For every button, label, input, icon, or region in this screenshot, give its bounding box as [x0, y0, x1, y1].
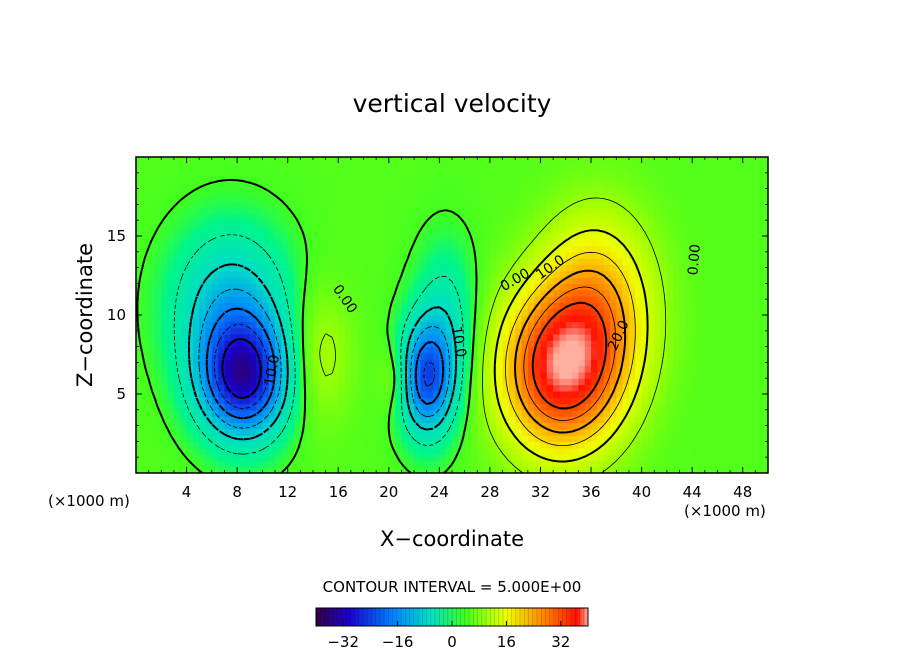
colorbar-tick-label: 16: [497, 633, 516, 651]
y-tick-label: 15: [107, 227, 126, 245]
colorbar-tick-label: −16: [382, 633, 414, 651]
chart-title: vertical velocity: [353, 89, 552, 118]
x-tick-label: 4: [182, 483, 192, 501]
contour-line-15: [505, 251, 636, 446]
contour-line-10: [493, 229, 649, 463]
contour-line-neg20: [205, 307, 445, 420]
x-tick-label: 12: [278, 483, 297, 501]
colorbar-tick-label: 0: [447, 633, 457, 651]
x-tick-label: 40: [632, 483, 651, 501]
contour-label: 10.0: [262, 354, 283, 387]
colorbar-gradient: [316, 608, 588, 626]
x-tick-label: 20: [379, 483, 398, 501]
x-tick-label: 28: [480, 483, 499, 501]
x-tick-label: 44: [683, 483, 702, 501]
x-tick-label: 8: [232, 483, 242, 501]
contour-line-neg25: [213, 323, 435, 409]
x-tick-label: 36: [581, 483, 600, 501]
y-axis-ticks: 5 10 15: [107, 172, 768, 458]
contour-interval-label: CONTOUR INTERVAL = 5.000E+00: [323, 578, 582, 596]
heatmap-field: [136, 157, 768, 473]
x-unit-left: (×1000 m): [48, 492, 130, 510]
contour-line-20: [514, 269, 627, 434]
y-tick-label: 5: [116, 385, 126, 403]
x-tick-label: 32: [531, 483, 550, 501]
contour-line-25: [523, 286, 617, 421]
x-unit-right: (×1000 m): [684, 502, 766, 520]
contour-line-neg10: [188, 263, 458, 441]
colorbar-tick-label: −32: [327, 633, 359, 651]
contour-label: 0.00: [685, 243, 704, 275]
x-tick-label: 16: [329, 483, 348, 501]
contour-line-neg30: [221, 338, 262, 399]
contour-line-neg15: [198, 288, 450, 429]
colorbar-tick-label: 32: [551, 633, 570, 651]
colorbar: −32 −16 0 16 32: [315, 607, 589, 651]
y-tick-label: 10: [107, 306, 126, 324]
contour-line-30: [531, 301, 608, 410]
x-axis-label: X−coordinate: [380, 527, 524, 551]
contour-label: 10.0: [448, 325, 469, 358]
contour-line-neg5: [173, 234, 464, 455]
contour-line-0: [136, 178, 478, 473]
x-tick-label: 24: [430, 483, 449, 501]
contour-line-5: [319, 197, 667, 473]
x-axis-ticks: 4 8 12 16 20 24 28 32 36 40 44 48: [148, 157, 756, 501]
y-axis-label: Z−coordinate: [73, 243, 97, 387]
x-tick-label: 48: [733, 483, 752, 501]
